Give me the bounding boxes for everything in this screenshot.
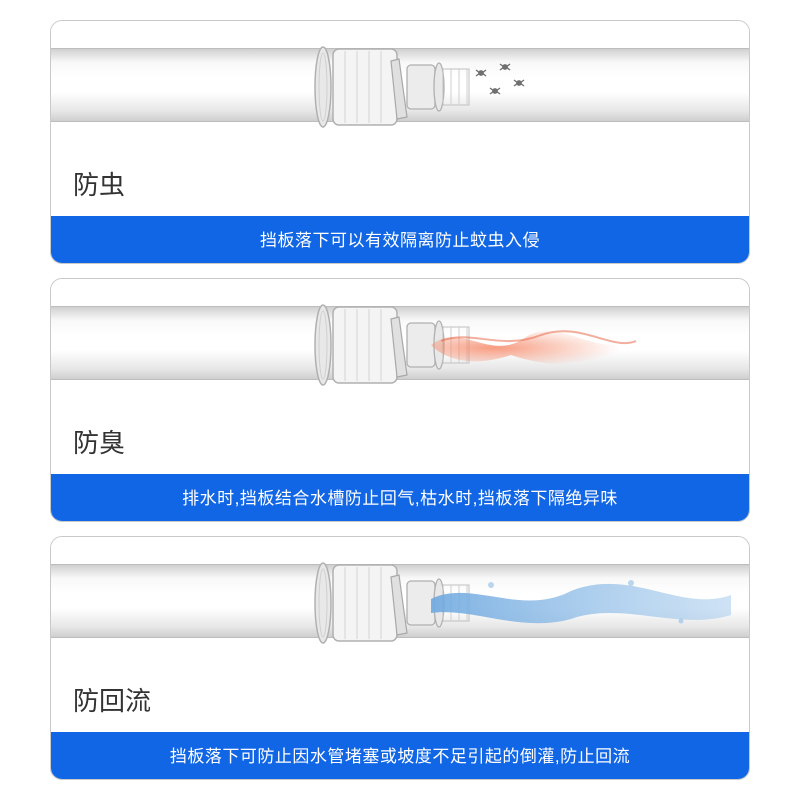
- feature-caption: 挡板落下可防止因水管堵塞或坡度不足引起的倒灌,防止回流: [51, 732, 749, 779]
- smoke-overlay: [431, 311, 651, 377]
- feature-label: 防回流: [51, 671, 749, 732]
- feature-card-backflow: 防回流 挡板落下可防止因水管堵塞或坡度不足引起的倒灌,防止回流: [50, 536, 750, 780]
- water-overlay: [431, 571, 731, 631]
- illustration-odor: [51, 279, 749, 413]
- insects-overlay: [471, 61, 671, 111]
- valve-icon: [311, 39, 481, 135]
- feature-card-odor: 防臭 排水时,挡板结合水槽防止回气,枯水时,挡板落下隔绝异味: [50, 278, 750, 522]
- feature-label: 防臭: [51, 413, 749, 474]
- illustration-insects: [51, 21, 749, 155]
- feature-card-insects: 防虫 挡板落下可以有效隔离防止蚊虫入侵: [50, 20, 750, 264]
- feature-label: 防虫: [51, 155, 749, 216]
- illustration-backflow: [51, 537, 749, 671]
- feature-caption: 挡板落下可以有效隔离防止蚊虫入侵: [51, 216, 749, 263]
- feature-caption: 排水时,挡板结合水槽防止回气,枯水时,挡板落下隔绝异味: [51, 474, 749, 521]
